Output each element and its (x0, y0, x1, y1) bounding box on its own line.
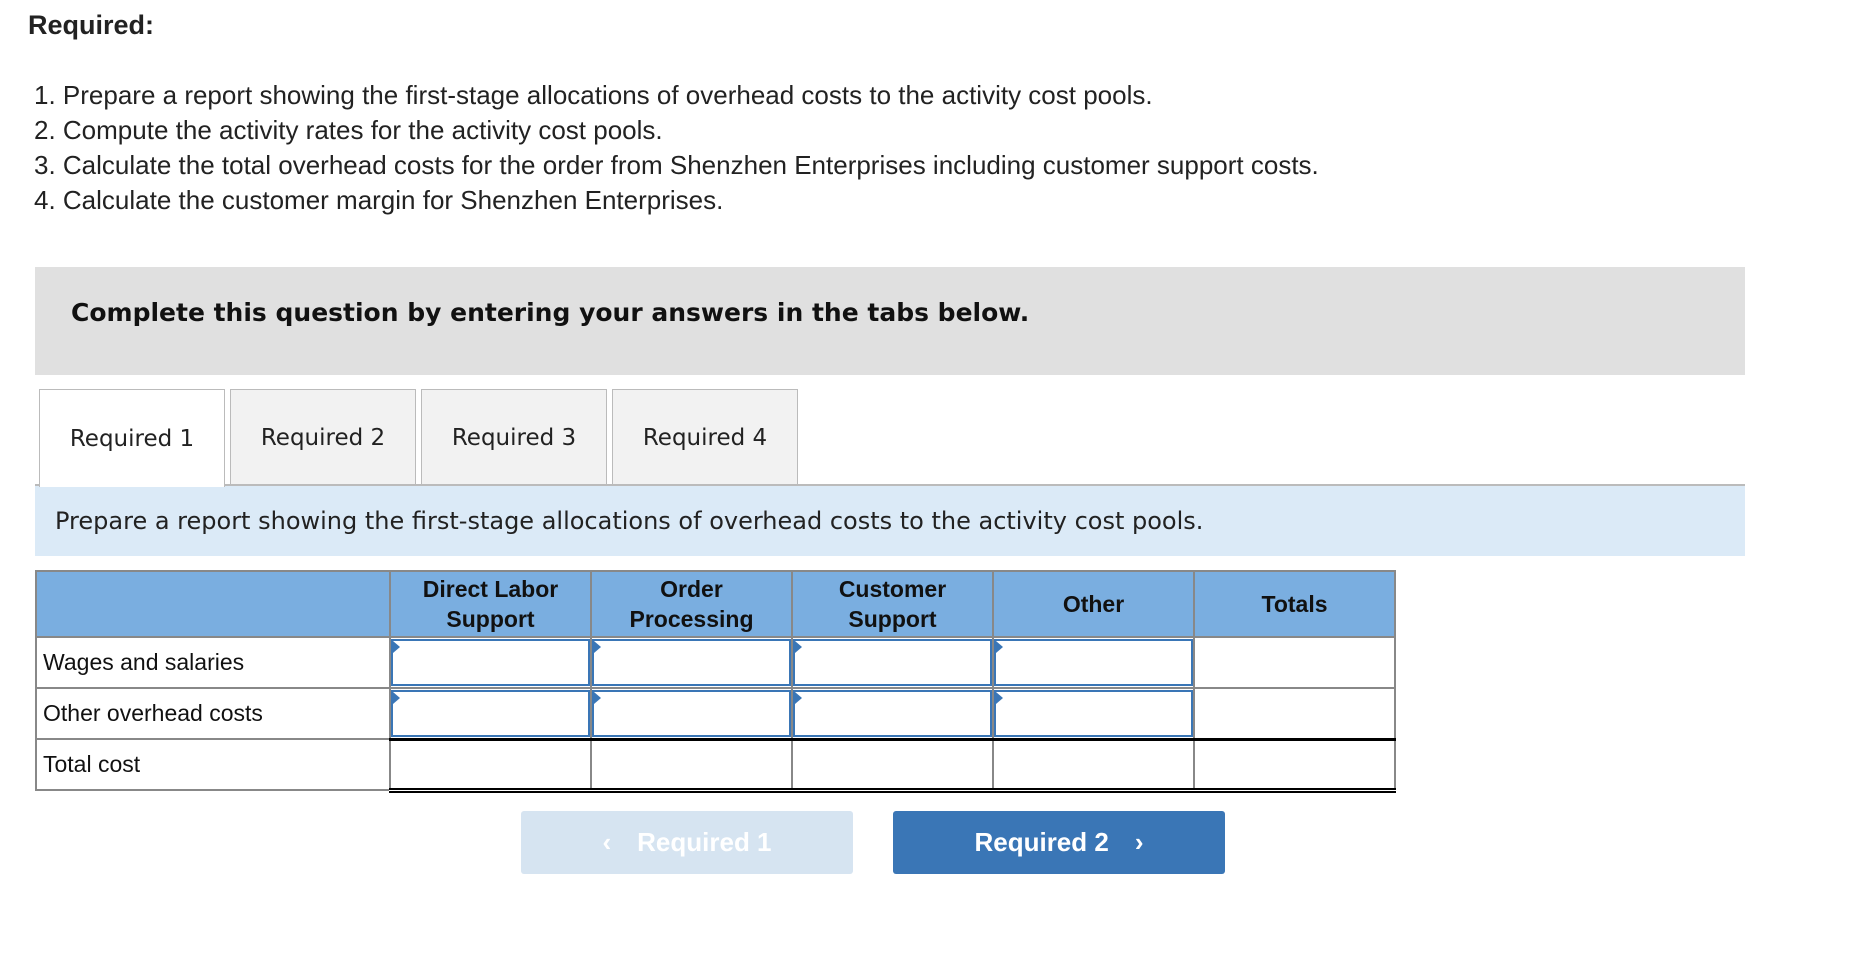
total-order-processing-cell (590, 737, 793, 793)
other-overhead-customer-support-input[interactable] (793, 689, 992, 737)
header-totals: Totals (1193, 570, 1396, 638)
row-label: Wages and salaries (35, 636, 391, 689)
other-overhead-order-processing-input[interactable] (592, 689, 791, 737)
required-heading: Required: (28, 10, 155, 40)
wages-total-cell (1193, 636, 1396, 689)
other-overhead-total-cell (1193, 687, 1396, 740)
table-header-row: Direct Labor Support Order Processing Cust… (35, 570, 1396, 638)
tab-divider (35, 484, 1745, 486)
wages-customer-support-input[interactable] (793, 639, 992, 686)
allocation-table: Direct Labor Support Order Processing Cust… (35, 570, 1396, 793)
chevron-left-icon: ‹ (602, 827, 612, 857)
requirement-item: 4. Calculate the customer margin for She… (34, 185, 724, 215)
next-label: Required 2 (974, 827, 1109, 857)
wages-other-input[interactable] (994, 639, 1193, 686)
table-row: Other overhead costs (35, 687, 1396, 740)
tab-required-1[interactable]: Required 1 (39, 389, 225, 487)
tab-required-3[interactable]: Required 3 (421, 389, 607, 485)
row-label: Total cost (35, 738, 391, 791)
tab-required-2[interactable]: Required 2 (230, 389, 416, 485)
header-order-processing: Order Processing (590, 570, 793, 638)
wages-direct-labor-input[interactable] (391, 639, 590, 686)
instruction-box: Complete this question by entering your … (35, 267, 1745, 375)
requirement-item: 1. Prepare a report showing the first-st… (34, 80, 1153, 110)
header-direct-labor-support: Direct Labor Support (389, 570, 592, 638)
requirement-item: 2. Compute the activity rates for the ac… (34, 115, 663, 145)
row-label: Other overhead costs (35, 687, 391, 740)
instruction-text: Complete this question by entering your … (71, 298, 1030, 327)
requirement-item: 3. Calculate the total overhead costs fo… (34, 150, 1319, 180)
chevron-right-icon: › (1134, 827, 1144, 857)
requirements-list: 1. Prepare a report showing the first-st… (34, 78, 1319, 218)
other-overhead-other-input[interactable] (994, 689, 1193, 737)
other-overhead-direct-labor-input[interactable] (391, 689, 590, 737)
prev-label: Required 1 (637, 827, 772, 857)
prev-button[interactable]: ‹ Required 1 (521, 811, 853, 874)
tab-required-4[interactable]: Required 4 (612, 389, 798, 485)
total-other-cell (992, 737, 1195, 793)
header-other: Other (992, 570, 1195, 638)
header-blank (35, 570, 391, 638)
header-customer-support: Customer Support (791, 570, 994, 638)
wages-order-processing-input[interactable] (592, 639, 791, 686)
table-row: Wages and salaries (35, 636, 1396, 689)
total-direct-labor-cell (389, 737, 592, 793)
total-totals-cell (1193, 737, 1396, 793)
tab-instruction: Prepare a report showing the first-stage… (35, 486, 1745, 556)
next-button[interactable]: Required 2 › (893, 811, 1225, 874)
total-customer-support-cell (791, 737, 994, 793)
table-row: Total cost (35, 737, 1396, 793)
